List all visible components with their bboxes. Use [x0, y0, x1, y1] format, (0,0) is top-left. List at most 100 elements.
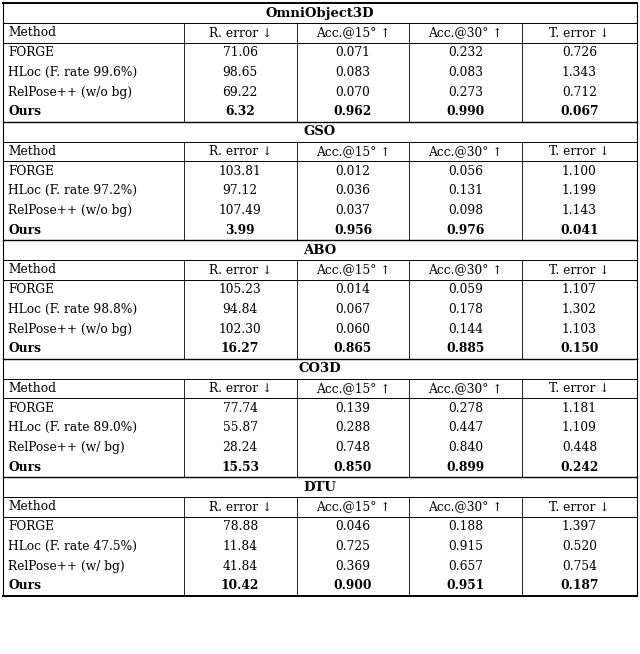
Text: 6.32: 6.32 — [225, 105, 255, 118]
Text: R. error ↓: R. error ↓ — [209, 264, 272, 277]
Text: 0.840: 0.840 — [448, 441, 483, 454]
Text: CO3D: CO3D — [299, 362, 341, 375]
Text: 97.12: 97.12 — [223, 184, 258, 198]
Text: 0.012: 0.012 — [335, 165, 371, 178]
Text: Acc.@15° ↑: Acc.@15° ↑ — [316, 26, 390, 39]
Text: HLoc (F. rate 97.2%): HLoc (F. rate 97.2%) — [8, 184, 138, 198]
Text: 1.143: 1.143 — [562, 204, 597, 217]
Text: FORGE: FORGE — [8, 520, 54, 533]
Text: 1.107: 1.107 — [562, 283, 597, 296]
Text: 28.24: 28.24 — [223, 441, 258, 454]
Text: 77.74: 77.74 — [223, 402, 258, 415]
Text: 1.109: 1.109 — [562, 421, 597, 434]
Text: 1.397: 1.397 — [562, 520, 597, 533]
Text: 0.070: 0.070 — [335, 86, 371, 99]
Text: Acc.@15° ↑: Acc.@15° ↑ — [316, 264, 390, 277]
Text: Acc.@15° ↑: Acc.@15° ↑ — [316, 500, 390, 513]
Text: HLoc (F. rate 89.0%): HLoc (F. rate 89.0%) — [8, 421, 138, 434]
Text: 0.899: 0.899 — [447, 461, 484, 474]
Text: T. error ↓: T. error ↓ — [549, 264, 610, 277]
Text: 0.990: 0.990 — [447, 105, 485, 118]
Text: 1.100: 1.100 — [562, 165, 597, 178]
Text: FORGE: FORGE — [8, 283, 54, 296]
Text: 41.84: 41.84 — [223, 560, 258, 573]
Text: Method: Method — [8, 500, 56, 513]
Text: 0.278: 0.278 — [448, 402, 483, 415]
Text: 1.199: 1.199 — [562, 184, 597, 198]
Text: 0.726: 0.726 — [562, 46, 597, 59]
Text: 0.232: 0.232 — [448, 46, 483, 59]
Text: 0.288: 0.288 — [335, 421, 371, 434]
Text: 0.041: 0.041 — [560, 224, 598, 237]
Text: GSO: GSO — [304, 125, 336, 138]
Text: FORGE: FORGE — [8, 402, 54, 415]
Text: FORGE: FORGE — [8, 46, 54, 59]
Text: 107.49: 107.49 — [219, 204, 262, 217]
Text: 0.083: 0.083 — [448, 66, 483, 79]
Text: R. error ↓: R. error ↓ — [209, 382, 272, 395]
Text: RelPose++ (w/o bg): RelPose++ (w/o bg) — [8, 204, 132, 217]
Text: FORGE: FORGE — [8, 165, 54, 178]
Text: 105.23: 105.23 — [219, 283, 262, 296]
Text: Method: Method — [8, 264, 56, 277]
Text: HLoc (F. rate 98.8%): HLoc (F. rate 98.8%) — [8, 303, 138, 316]
Text: 0.520: 0.520 — [562, 540, 597, 553]
Text: 0.071: 0.071 — [335, 46, 371, 59]
Text: R. error ↓: R. error ↓ — [209, 145, 272, 158]
Text: 0.150: 0.150 — [560, 343, 598, 355]
Text: 0.712: 0.712 — [562, 86, 597, 99]
Text: ABO: ABO — [303, 244, 337, 256]
Text: Ours: Ours — [8, 224, 42, 237]
Text: T. error ↓: T. error ↓ — [549, 382, 610, 395]
Text: 0.962: 0.962 — [334, 105, 372, 118]
Text: Method: Method — [8, 26, 56, 39]
Text: 0.885: 0.885 — [447, 343, 485, 355]
Text: Acc.@30° ↑: Acc.@30° ↑ — [428, 264, 503, 277]
Text: 0.060: 0.060 — [335, 322, 371, 336]
Text: 16.27: 16.27 — [221, 343, 259, 355]
Text: Acc.@30° ↑: Acc.@30° ↑ — [428, 145, 503, 158]
Text: 0.059: 0.059 — [448, 283, 483, 296]
Text: Acc.@30° ↑: Acc.@30° ↑ — [428, 26, 503, 39]
Text: 0.188: 0.188 — [448, 520, 483, 533]
Text: 1.103: 1.103 — [562, 322, 597, 336]
Text: RelPose++ (w/o bg): RelPose++ (w/o bg) — [8, 86, 132, 99]
Text: 55.87: 55.87 — [223, 421, 258, 434]
Text: 3.99: 3.99 — [225, 224, 255, 237]
Text: R. error ↓: R. error ↓ — [209, 26, 272, 39]
Text: 0.976: 0.976 — [447, 224, 485, 237]
Text: OmniObject3D: OmniObject3D — [266, 7, 374, 20]
Text: 0.915: 0.915 — [448, 540, 483, 553]
Text: 0.865: 0.865 — [334, 343, 372, 355]
Text: 10.42: 10.42 — [221, 579, 259, 593]
Text: RelPose++ (w/o bg): RelPose++ (w/o bg) — [8, 322, 132, 336]
Text: 69.22: 69.22 — [223, 86, 258, 99]
Text: 0.850: 0.850 — [333, 461, 372, 474]
Text: 0.144: 0.144 — [448, 322, 483, 336]
Text: 15.53: 15.53 — [221, 461, 259, 474]
Text: Ours: Ours — [8, 461, 42, 474]
Text: R. error ↓: R. error ↓ — [209, 500, 272, 513]
Text: 0.037: 0.037 — [335, 204, 371, 217]
Text: 0.131: 0.131 — [448, 184, 483, 198]
Text: 98.65: 98.65 — [223, 66, 258, 79]
Text: 71.06: 71.06 — [223, 46, 258, 59]
Text: 0.273: 0.273 — [448, 86, 483, 99]
Text: 0.754: 0.754 — [562, 560, 597, 573]
Text: Ours: Ours — [8, 343, 42, 355]
Text: 0.448: 0.448 — [562, 441, 597, 454]
Text: 0.369: 0.369 — [335, 560, 371, 573]
Text: 0.014: 0.014 — [335, 283, 371, 296]
Text: 11.84: 11.84 — [223, 540, 258, 553]
Text: 0.657: 0.657 — [448, 560, 483, 573]
Text: 0.098: 0.098 — [448, 204, 483, 217]
Text: 0.956: 0.956 — [334, 224, 372, 237]
Text: HLoc (F. rate 99.6%): HLoc (F. rate 99.6%) — [8, 66, 138, 79]
Text: 0.900: 0.900 — [333, 579, 372, 593]
Text: Ours: Ours — [8, 105, 42, 118]
Text: 1.181: 1.181 — [562, 402, 597, 415]
Text: 103.81: 103.81 — [219, 165, 262, 178]
Text: HLoc (F. rate 47.5%): HLoc (F. rate 47.5%) — [8, 540, 138, 553]
Text: RelPose++ (w/ bg): RelPose++ (w/ bg) — [8, 560, 125, 573]
Text: 0.447: 0.447 — [448, 421, 483, 434]
